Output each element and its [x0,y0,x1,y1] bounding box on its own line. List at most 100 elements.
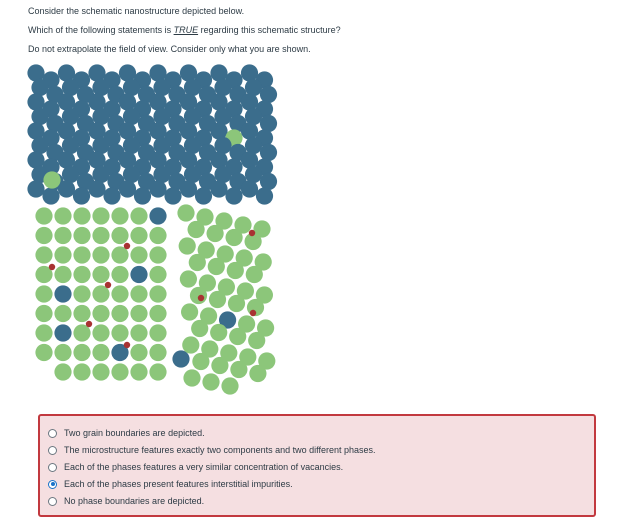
option-4-radio[interactable] [48,479,57,489]
atom-blue [183,165,202,184]
atom-blue [210,180,228,198]
atom-green [54,363,72,381]
atom-green [92,226,110,245]
atom-green [202,373,220,391]
atom-green [197,241,215,259]
interstitial-impurity [249,309,257,317]
interstitial-impurity [123,341,131,349]
atom-blue [149,180,167,198]
atom-green [54,226,72,245]
atom-green [258,352,276,370]
atom-blue [210,64,228,82]
atom-blue [118,151,137,169]
atom-green [111,363,129,381]
atom-blue [244,165,263,184]
atom-green [249,364,267,383]
atom-blue [179,93,198,111]
atom-green [92,363,110,381]
atom-blue [103,187,121,205]
atom-blue [240,93,259,111]
atom-blue [54,324,72,342]
atom-green [149,246,167,264]
atom-green [181,303,199,321]
option-1-radio[interactable] [48,428,57,438]
atom-blue [92,107,110,126]
atom-green [211,356,229,375]
atom-green [210,323,228,342]
interstitial-impurity [248,229,256,237]
atom-blue [88,93,106,111]
atom-blue [122,136,141,155]
atom-green [111,285,129,303]
atom-blue [111,343,129,362]
atom-green [198,274,216,292]
option-2-label: The microstructure features exactly two … [64,445,376,455]
atom-blue [179,180,198,198]
atom-green [92,285,110,303]
option-2-radio[interactable] [48,445,57,455]
atom-green [73,265,91,284]
atom-green [189,286,208,305]
atom-blue [153,136,171,155]
interstitial-impurity [104,281,112,289]
option-5[interactable]: No phase boundaries are depicted. [48,494,204,508]
atom-blue [42,187,60,205]
option-3[interactable]: Each of the phases features a very simil… [48,460,343,474]
atom-green [130,363,148,381]
atom-blue [240,151,259,169]
atom-blue [214,165,232,184]
atom-green [149,265,167,284]
atom-blue [244,136,263,155]
atom-green [35,265,53,284]
atom-green [220,344,238,362]
atom-green [130,246,148,264]
atom-green [111,226,129,245]
atom-blue [214,136,232,155]
atom-blue [179,151,198,169]
prompt-text-post: regarding this schematic structure? [198,25,341,35]
atom-green [229,327,247,346]
atom-green [130,226,148,245]
option-4[interactable]: Each of the phases present features inte… [48,477,293,491]
atom-green [177,204,195,222]
atom-green [111,246,129,264]
atom-blue [194,187,213,205]
atom-green [35,226,53,245]
answer-options-panel: Two grain boundaries are depicted. The m… [38,414,596,517]
atom-green [92,207,110,225]
atom-blue [27,122,45,140]
atom-green [255,286,273,304]
atom-blue [88,64,106,82]
atom-green [73,226,91,245]
option-1[interactable]: Two grain boundaries are depicted. [48,426,205,440]
atom-blue [118,122,137,140]
atom-green [54,207,72,225]
option-3-radio[interactable] [48,462,57,472]
atom-blue [92,165,110,184]
atom-green [245,265,263,284]
atom-blue [57,122,76,140]
atom-green [73,343,91,362]
atom-green [130,343,148,362]
atom-green [149,324,167,342]
option-2[interactable]: The microstructure features exactly two … [48,443,376,457]
atom-green [73,324,91,342]
atom-blue [149,122,167,140]
atom-green [208,290,227,309]
atom-blue [210,151,228,169]
atom-green [43,171,61,189]
atom-green [201,340,219,358]
atom-green [206,224,224,243]
atom-green [230,360,248,379]
atom-blue [149,151,167,169]
nanostructure-figure [27,64,278,395]
atom-green [73,246,91,264]
atom-blue [149,207,167,225]
atom-blue [164,187,182,205]
atom-green [183,369,201,387]
atom-green [217,278,235,296]
atom-green [92,343,110,362]
question-note: Do not extrapolate the field of view. Co… [28,44,311,54]
option-5-radio[interactable] [48,496,57,506]
atom-green [178,237,196,255]
